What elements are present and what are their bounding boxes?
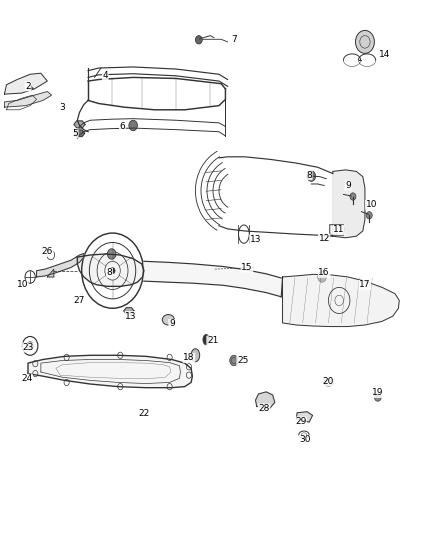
Polygon shape	[28, 356, 192, 387]
Text: 8: 8	[107, 268, 113, 277]
Circle shape	[366, 212, 372, 219]
Text: 13: 13	[250, 235, 261, 244]
Text: 30: 30	[299, 435, 311, 445]
Ellipse shape	[191, 349, 200, 362]
Text: 3: 3	[60, 103, 65, 112]
Polygon shape	[283, 274, 399, 327]
Polygon shape	[74, 121, 85, 128]
Text: 17: 17	[359, 280, 371, 289]
Polygon shape	[78, 254, 144, 286]
Polygon shape	[124, 308, 134, 314]
Circle shape	[107, 249, 116, 259]
Polygon shape	[144, 261, 281, 297]
Ellipse shape	[203, 334, 209, 345]
Text: 9: 9	[169, 319, 175, 328]
Circle shape	[307, 171, 315, 181]
Text: 19: 19	[372, 389, 384, 398]
Text: 27: 27	[74, 296, 85, 305]
Text: 10: 10	[366, 200, 377, 209]
Text: 29: 29	[295, 417, 306, 426]
Polygon shape	[255, 392, 275, 409]
Text: 16: 16	[318, 268, 330, 277]
Text: 21: 21	[207, 336, 218, 345]
Text: 9: 9	[345, 181, 351, 190]
Text: 2: 2	[25, 82, 31, 91]
Polygon shape	[74, 130, 85, 136]
Text: 13: 13	[125, 312, 137, 321]
Polygon shape	[296, 411, 313, 422]
Text: 18: 18	[183, 353, 195, 362]
Text: 20: 20	[323, 377, 334, 386]
Text: 12: 12	[318, 235, 330, 244]
Text: 14: 14	[378, 50, 390, 59]
Circle shape	[27, 342, 34, 350]
Text: 6: 6	[120, 122, 125, 131]
Circle shape	[110, 268, 115, 274]
Text: 22: 22	[138, 409, 149, 418]
Text: 5: 5	[72, 129, 78, 138]
Text: 8: 8	[306, 171, 312, 180]
Circle shape	[195, 36, 202, 44]
Circle shape	[129, 120, 138, 131]
Text: 23: 23	[22, 343, 34, 352]
Polygon shape	[36, 254, 84, 277]
Text: 24: 24	[21, 374, 32, 383]
Ellipse shape	[162, 314, 174, 325]
Polygon shape	[4, 73, 47, 94]
Text: 28: 28	[258, 404, 270, 413]
Polygon shape	[333, 170, 365, 238]
Text: 15: 15	[241, 263, 253, 272]
Circle shape	[350, 193, 356, 200]
Text: 4: 4	[102, 71, 108, 80]
Polygon shape	[47, 269, 54, 277]
Text: 26: 26	[42, 247, 53, 256]
Polygon shape	[4, 92, 52, 107]
Circle shape	[374, 393, 381, 401]
Circle shape	[356, 30, 374, 53]
Text: 25: 25	[237, 356, 248, 365]
Text: 11: 11	[333, 225, 345, 235]
Text: 10: 10	[17, 280, 28, 289]
Circle shape	[318, 272, 326, 282]
Circle shape	[230, 356, 238, 366]
Text: 7: 7	[231, 35, 237, 44]
